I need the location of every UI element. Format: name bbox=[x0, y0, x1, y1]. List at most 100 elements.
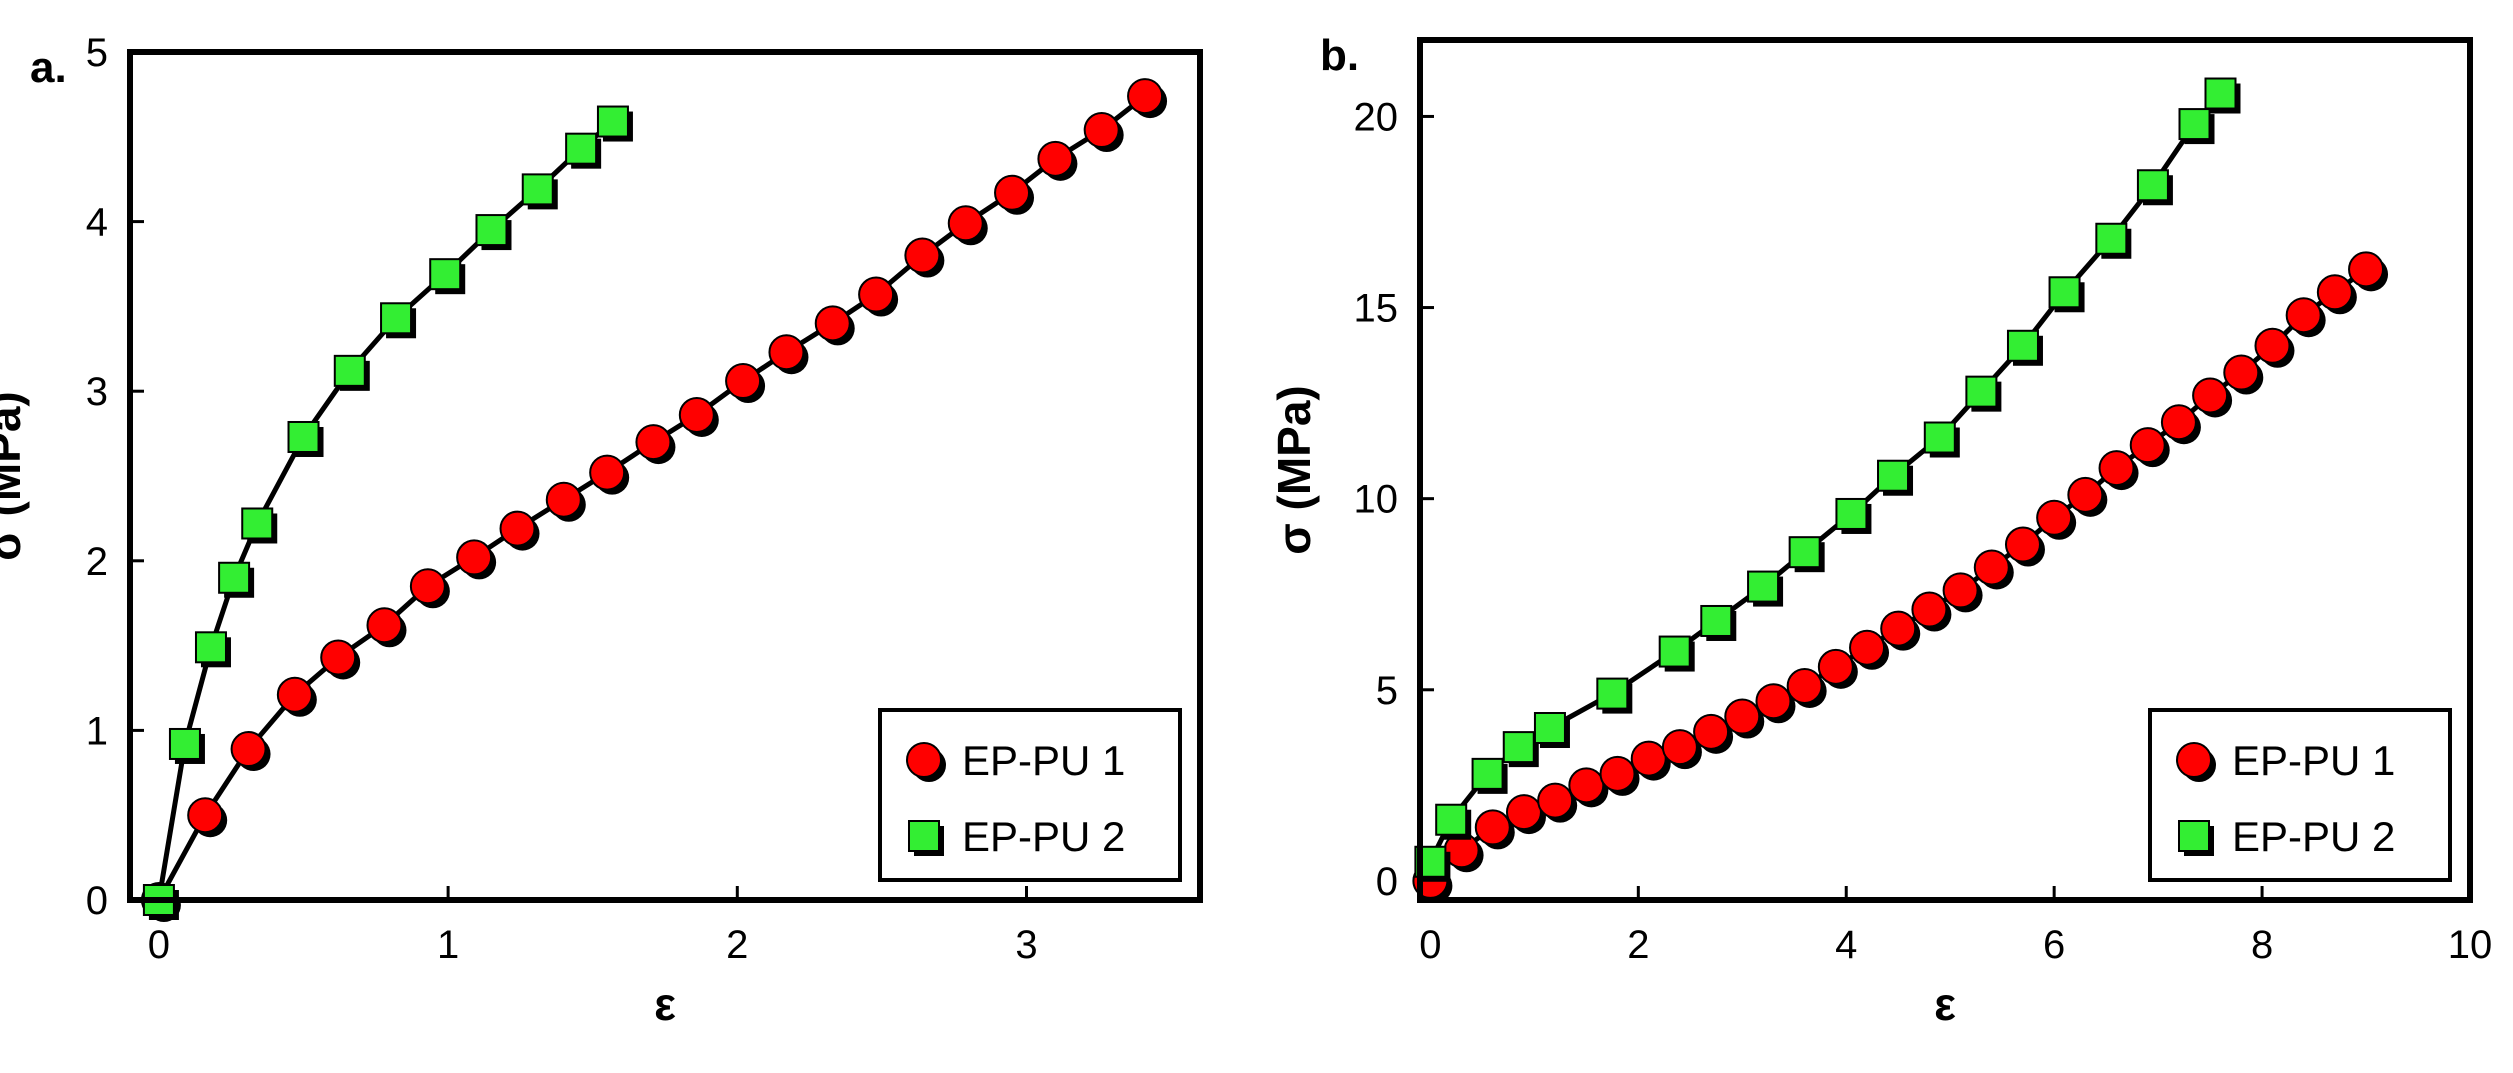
data-point bbox=[2036, 499, 2073, 536]
data-point bbox=[1724, 698, 1761, 735]
data-point bbox=[1965, 375, 1998, 408]
data-point bbox=[768, 334, 805, 371]
y-tick-label: 1 bbox=[86, 709, 108, 753]
x-tick-label: 0 bbox=[1419, 923, 1441, 967]
data-point bbox=[276, 676, 313, 713]
data-point bbox=[1658, 635, 1691, 668]
panel-letter: b. bbox=[1320, 31, 1359, 80]
data-point bbox=[187, 797, 224, 834]
data-point bbox=[366, 607, 403, 644]
data-point bbox=[218, 561, 251, 594]
legend-marker bbox=[908, 820, 940, 852]
data-point bbox=[456, 539, 493, 576]
data-point bbox=[1537, 782, 1574, 819]
data-point bbox=[2254, 327, 2291, 364]
data-point bbox=[1755, 683, 1792, 720]
x-axis-title: ε bbox=[1934, 978, 1956, 1030]
x-tick-label: 2 bbox=[1627, 923, 1649, 967]
legend-marker bbox=[2176, 742, 2212, 778]
y-tick-label: 0 bbox=[1376, 860, 1398, 904]
y-axis-title: σ (MPa) bbox=[1268, 385, 1320, 554]
panel-b: b. 0 5 10 15 20 0 2 4 6 8 10 ε σ (MPa) EP-PU 1 EP-PU 2 bbox=[1268, 31, 2492, 1030]
data-point bbox=[1502, 731, 1535, 764]
data-point bbox=[1877, 459, 1910, 492]
data-point bbox=[589, 454, 626, 491]
data-point bbox=[1435, 803, 1468, 836]
data-point bbox=[1037, 140, 1074, 177]
data-point bbox=[287, 420, 320, 453]
data-point bbox=[635, 424, 672, 461]
y-tick-label: 10 bbox=[1354, 478, 1399, 522]
data-point bbox=[2095, 222, 2128, 255]
data-point bbox=[1747, 570, 1780, 603]
data-point bbox=[596, 105, 629, 138]
data-point bbox=[2204, 77, 2237, 110]
data-point bbox=[1849, 629, 1886, 666]
data-point bbox=[1474, 809, 1511, 846]
x-tick-label: 10 bbox=[2448, 923, 2493, 967]
legend-label: EP-PU 1 bbox=[2232, 737, 2395, 784]
data-point bbox=[230, 731, 267, 768]
x-axis-title: ε bbox=[654, 978, 676, 1030]
y-tick-label: 20 bbox=[1354, 95, 1399, 139]
x-tick-label: 3 bbox=[1015, 923, 1037, 967]
plot-frame bbox=[127, 49, 1203, 903]
data-point bbox=[1083, 112, 1120, 149]
x-tick-label: 8 bbox=[2251, 923, 2273, 967]
data-point bbox=[2348, 251, 2385, 288]
y-tick-label: 15 bbox=[1354, 287, 1399, 331]
data-point bbox=[1835, 497, 1868, 530]
data-point bbox=[521, 173, 554, 206]
data-point bbox=[2048, 276, 2081, 309]
y-tick-label: 0 bbox=[86, 879, 108, 923]
legend-marker bbox=[906, 742, 942, 778]
y-tick-label: 4 bbox=[86, 201, 108, 245]
data-point bbox=[320, 639, 357, 676]
data-point bbox=[725, 363, 762, 400]
data-point bbox=[1630, 740, 1667, 777]
data-point bbox=[2006, 329, 2039, 362]
data-point bbox=[1471, 757, 1504, 790]
data-point bbox=[1923, 421, 1956, 454]
panel-a: a. 0 1 2 3 4 5 0 1 2 3 ε σ (MPa) EP-PU 1 EP-PU 2 bbox=[0, 31, 1203, 1030]
data-point bbox=[1599, 755, 1636, 792]
data-point bbox=[333, 354, 366, 387]
legend-marker bbox=[2178, 820, 2210, 852]
data-point bbox=[2160, 404, 2197, 441]
data-point bbox=[241, 507, 274, 540]
data-point bbox=[168, 727, 201, 760]
legend-label: EP-PU 2 bbox=[2232, 813, 2395, 860]
data-point bbox=[194, 631, 227, 664]
data-point bbox=[1973, 549, 2010, 586]
data-point bbox=[1568, 767, 1605, 804]
data-point bbox=[814, 305, 851, 342]
panel-letter: a. bbox=[30, 43, 67, 92]
data-point bbox=[1693, 713, 1730, 750]
data-point bbox=[1661, 729, 1698, 766]
data-point bbox=[2192, 377, 2229, 414]
data-point bbox=[475, 214, 508, 247]
legend-label: EP-PU 2 bbox=[962, 813, 1125, 860]
data-point bbox=[2223, 354, 2260, 391]
data-point bbox=[545, 481, 582, 518]
data-point bbox=[1596, 677, 1629, 710]
y-tick-label: 2 bbox=[86, 540, 108, 584]
data-point bbox=[1700, 604, 1733, 637]
x-tick-label: 2 bbox=[726, 923, 748, 967]
y-tick-label: 3 bbox=[86, 370, 108, 414]
data-point bbox=[1911, 591, 1948, 628]
x-tick-label: 0 bbox=[148, 923, 170, 967]
data-point bbox=[858, 276, 895, 313]
data-point bbox=[947, 205, 984, 242]
data-point bbox=[1880, 610, 1917, 647]
y-axis-title: σ (MPa) bbox=[0, 391, 30, 560]
data-point bbox=[2285, 297, 2322, 334]
data-point bbox=[565, 132, 598, 165]
data-point bbox=[499, 510, 536, 547]
plot-frame bbox=[1417, 37, 2473, 903]
y-tick-label: 5 bbox=[1376, 669, 1398, 713]
data-point bbox=[380, 302, 413, 335]
data-point bbox=[1817, 648, 1854, 685]
data-point bbox=[678, 396, 715, 433]
